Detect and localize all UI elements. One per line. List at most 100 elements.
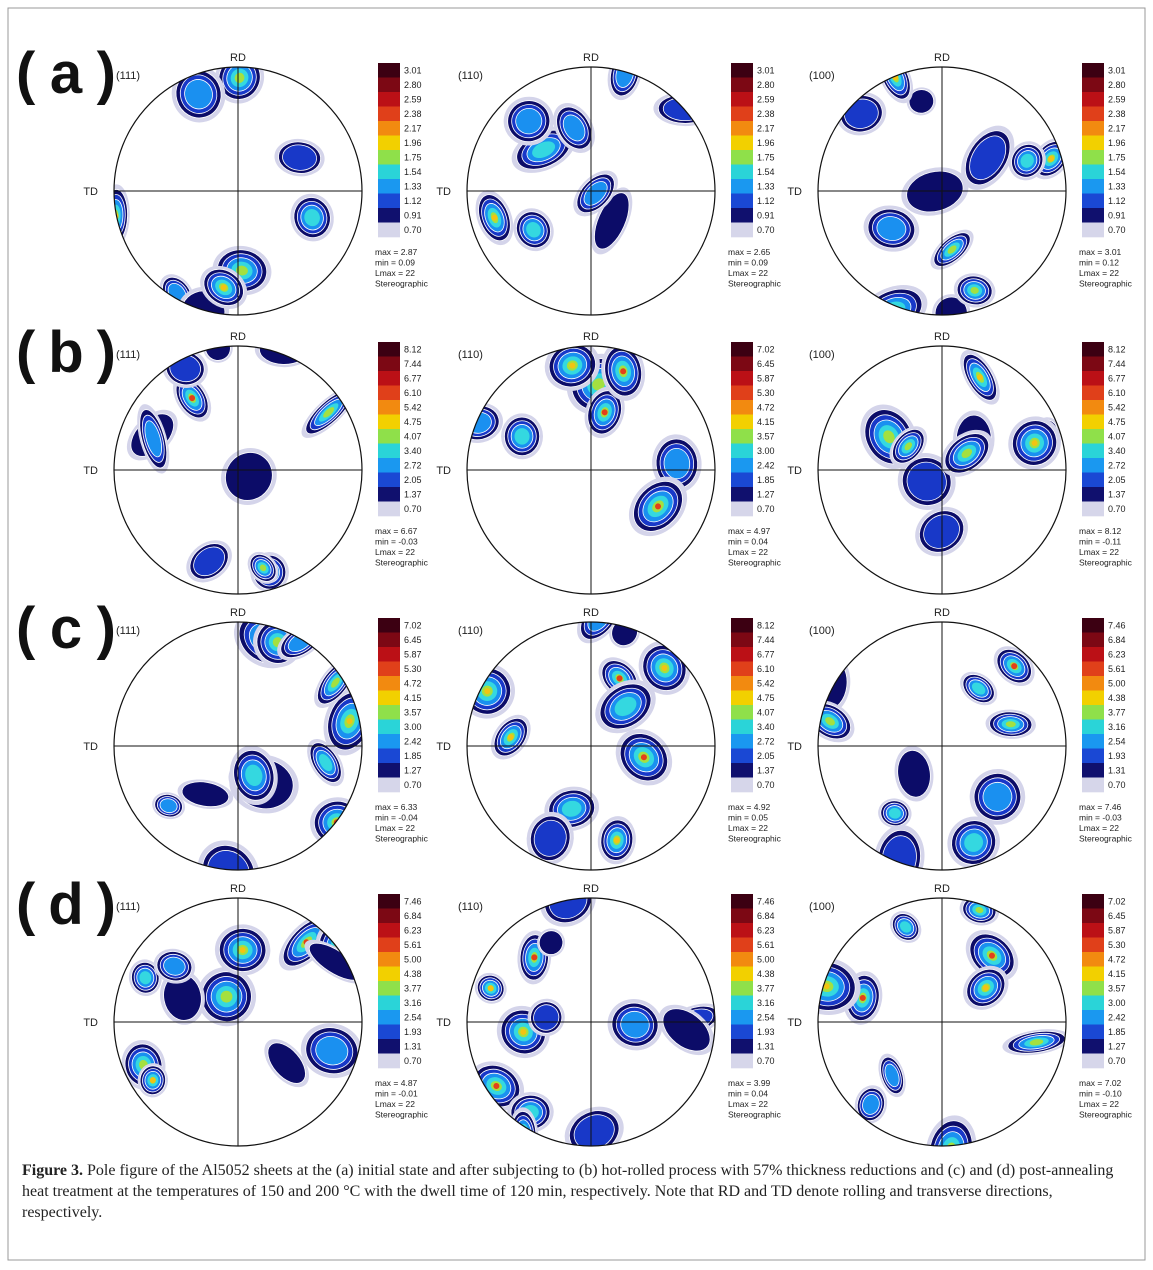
- stats-text: Lmax = 22: [1079, 823, 1119, 833]
- contour: [975, 906, 984, 914]
- colorbar-segment: [378, 342, 400, 357]
- stats-text: Lmax = 22: [1079, 268, 1119, 278]
- stats-text: Stereographic: [375, 558, 429, 568]
- pole-outline: [113, 897, 363, 1147]
- stats-text: Lmax = 22: [1079, 547, 1119, 557]
- colorbar-segment: [1082, 371, 1104, 386]
- contour: [888, 807, 901, 819]
- contour: [982, 781, 1013, 812]
- colorbar-label: 1.96: [404, 138, 422, 148]
- contour: [897, 749, 931, 798]
- colorbar-label: 6.45: [757, 359, 775, 369]
- contour: [526, 222, 541, 238]
- contour: [484, 688, 491, 695]
- contour: [971, 682, 986, 695]
- colorbar-label: 2.42: [404, 736, 422, 746]
- colorbar-label: 3.16: [757, 998, 775, 1008]
- rd-label: RD: [583, 607, 599, 619]
- colorbar-label: 3.77: [757, 983, 775, 993]
- colorbar-segment: [731, 106, 753, 122]
- contour: [614, 696, 637, 717]
- plane-label: (111): [116, 349, 140, 361]
- colorbar-label: 4.15: [1108, 969, 1126, 979]
- colorbar-label: 3.01: [1108, 65, 1126, 75]
- colorbar-label: 1.54: [757, 167, 775, 177]
- plane-label: (100): [809, 70, 835, 82]
- contour: [538, 930, 564, 955]
- rd-label: RD: [583, 331, 599, 343]
- colorbar-segment: [731, 429, 753, 444]
- pole-outline: [113, 621, 363, 871]
- colorbar-label: 5.00: [1108, 678, 1126, 688]
- contour: [487, 985, 494, 992]
- colorbar-label: 0.70: [757, 504, 775, 514]
- colorbar-segment: [378, 414, 400, 430]
- stats-text: Stereographic: [1079, 558, 1133, 568]
- colorbar-label: 3.40: [404, 446, 422, 456]
- colorbar-label: 3.00: [757, 446, 775, 456]
- colorbar-segment: [378, 63, 400, 78]
- colorbar-segment: [378, 1039, 400, 1054]
- contour: [189, 395, 196, 402]
- colorbar-label: 5.30: [757, 388, 775, 398]
- colorbar-label: 2.59: [1108, 94, 1126, 104]
- pole-outline: [466, 897, 716, 1147]
- contour: [908, 89, 935, 114]
- contour: [1029, 1039, 1044, 1046]
- contour: [207, 850, 250, 870]
- colorbar-segment: [731, 208, 753, 223]
- colorbar-segment: [1082, 777, 1104, 793]
- colorbar-segment: [1082, 106, 1104, 122]
- contour: [1020, 153, 1034, 168]
- contour: [906, 170, 964, 213]
- pole-figure: [114, 622, 362, 870]
- contour: [876, 216, 907, 241]
- colorbar-segment: [378, 1024, 400, 1040]
- colorbar-label: 2.05: [1108, 475, 1126, 485]
- contour: [859, 994, 866, 1001]
- plane-label: (111): [116, 70, 140, 82]
- colorbar-label: 1.27: [1108, 1041, 1126, 1051]
- colorbar-label: 8.12: [757, 620, 775, 630]
- colorbar-segment: [1082, 1053, 1104, 1069]
- rd-label: RD: [934, 607, 950, 619]
- colorbar-label: 0.70: [757, 225, 775, 235]
- pole-outline: [466, 621, 716, 871]
- colorbar-label: 1.27: [404, 765, 422, 775]
- colorbar-label: 0.70: [404, 225, 422, 235]
- stats-text: max = 4.92: [728, 802, 771, 812]
- stats-text: Stereographic: [728, 1110, 782, 1120]
- colorbar-segment: [731, 222, 753, 238]
- stats-text: min = -0.03: [1079, 813, 1122, 823]
- contour: [947, 245, 957, 254]
- colorbar-label: 1.31: [1108, 765, 1126, 775]
- pole-figure: [467, 898, 715, 1146]
- stats-text: Lmax = 22: [728, 823, 768, 833]
- colorbar-segment: [731, 414, 753, 430]
- contour: [573, 1114, 615, 1146]
- colorbar-segment: [731, 371, 753, 386]
- colorbar-segment: [378, 661, 400, 677]
- colorbar-label: 3.16: [1108, 722, 1126, 732]
- contour: [825, 717, 835, 726]
- colorbar-segment: [1082, 647, 1104, 662]
- colorbar-segment: [1082, 1024, 1104, 1040]
- stats-text: min = 0.12: [1079, 258, 1119, 268]
- stats-text: max = 6.67: [375, 526, 418, 536]
- contour: [533, 819, 567, 857]
- contour: [225, 452, 273, 501]
- colorbar-segment: [378, 121, 400, 136]
- contour: [592, 378, 605, 391]
- colorbar-segment: [731, 705, 753, 720]
- colorbar-label: 2.17: [757, 123, 775, 133]
- contour: [507, 734, 514, 741]
- stats-text: Lmax = 22: [728, 547, 768, 557]
- colorbar-segment: [1082, 164, 1104, 180]
- colorbar-label: 1.93: [757, 1027, 775, 1037]
- contour: [899, 921, 912, 933]
- colorbar-label: 3.01: [404, 65, 422, 75]
- colorbar-label: 0.70: [404, 504, 422, 514]
- contour: [613, 837, 620, 844]
- contour: [181, 781, 230, 808]
